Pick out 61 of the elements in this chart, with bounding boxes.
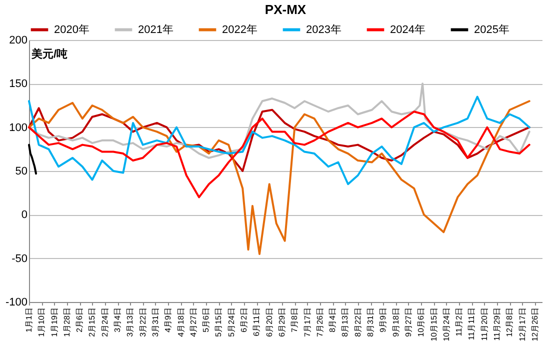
legend-label: 2021年 bbox=[138, 24, 174, 36]
x-tick-label: 3月31日 bbox=[150, 308, 160, 337]
x-tick-label: 8月22日 bbox=[353, 308, 362, 337]
x-tick-label: 12月17日 bbox=[518, 308, 527, 342]
x-tick-label: 6月11日 bbox=[252, 308, 262, 336]
x-tick-label: 4月18日 bbox=[176, 308, 186, 337]
x-tick-label: 10月6日 bbox=[416, 308, 426, 337]
line-series bbox=[28, 107, 530, 172]
x-tick-label: 2月6日 bbox=[75, 308, 84, 332]
y-tick-label: 100 bbox=[9, 122, 28, 134]
x-tick-label: 3月4日 bbox=[113, 308, 122, 332]
line-series bbox=[28, 110, 530, 198]
x-tick-label: 8月13日 bbox=[340, 308, 350, 337]
y-axis-title: 美元/吨 bbox=[30, 48, 68, 60]
y-tick-label: 50 bbox=[15, 166, 28, 178]
x-tick-label: 7月8日 bbox=[290, 308, 300, 332]
x-tick-label: 6月2日 bbox=[240, 308, 249, 332]
legend-label: 2022年 bbox=[222, 24, 258, 36]
legend-label: 2024年 bbox=[390, 24, 426, 36]
line-series bbox=[28, 144, 38, 175]
x-tick-label: 11月2日 bbox=[454, 308, 464, 336]
legend-label: 2020年 bbox=[54, 24, 90, 36]
x-tick-label: 1月10日 bbox=[37, 308, 46, 337]
y-tick-label: 200 bbox=[9, 34, 28, 46]
x-tick-label: 12月26日 bbox=[530, 308, 540, 342]
x-tick-label: 11月11日 bbox=[467, 308, 476, 340]
x-tick-label: 12月8日 bbox=[505, 308, 514, 337]
x-tick-label: 7月26日 bbox=[315, 308, 324, 337]
x-tick-label: 9月9日 bbox=[378, 308, 388, 332]
x-tick-label: 7月17日 bbox=[302, 308, 312, 337]
x-tick-label: 6月29日 bbox=[277, 308, 286, 337]
x-tick-label: 8月31日 bbox=[366, 308, 376, 337]
x-tick-label: 5月6日 bbox=[202, 308, 211, 332]
x-tick-label: 3月13日 bbox=[126, 308, 135, 337]
x-tick-label: 9月27日 bbox=[404, 308, 413, 337]
y-tick-label: 0 bbox=[21, 209, 28, 222]
x-tick-label: 2月24日 bbox=[100, 308, 110, 337]
x-tick-label: 3月22日 bbox=[138, 308, 148, 337]
x-tick-label: 1月1日 bbox=[24, 308, 34, 332]
y-tick-label: -100 bbox=[5, 296, 28, 308]
line-series bbox=[28, 100, 530, 255]
y-tick-label: -50 bbox=[12, 252, 28, 265]
x-tick-label: 1月19日 bbox=[50, 308, 59, 337]
x-tick-label: 1月28日 bbox=[62, 308, 72, 337]
x-tick-label: 5月24日 bbox=[226, 308, 236, 337]
y-tick-label: 150 bbox=[9, 78, 28, 90]
x-tick-label: 2月15日 bbox=[88, 308, 97, 337]
x-tick-label: 5月15日 bbox=[214, 308, 224, 337]
x-tick-label: 11月29日 bbox=[492, 308, 502, 341]
line-series bbox=[28, 96, 530, 186]
x-tick-label: 11月20日 bbox=[480, 308, 489, 341]
x-tick-label: 6月20日 bbox=[264, 308, 274, 337]
x-tick-label: 4月27日 bbox=[188, 308, 198, 337]
legend-label: 2025年 bbox=[474, 24, 510, 36]
x-tick-label: 10月24日 bbox=[442, 308, 451, 342]
x-tick-label: 4月9日 bbox=[164, 308, 173, 332]
x-tick-label: 8月4日 bbox=[328, 308, 338, 332]
chart-title: PX-MX bbox=[264, 2, 306, 17]
x-tick-label: 10月15日 bbox=[429, 308, 438, 342]
x-tick-label: 9月18日 bbox=[391, 308, 400, 337]
legend-label: 2023年 bbox=[306, 24, 342, 36]
